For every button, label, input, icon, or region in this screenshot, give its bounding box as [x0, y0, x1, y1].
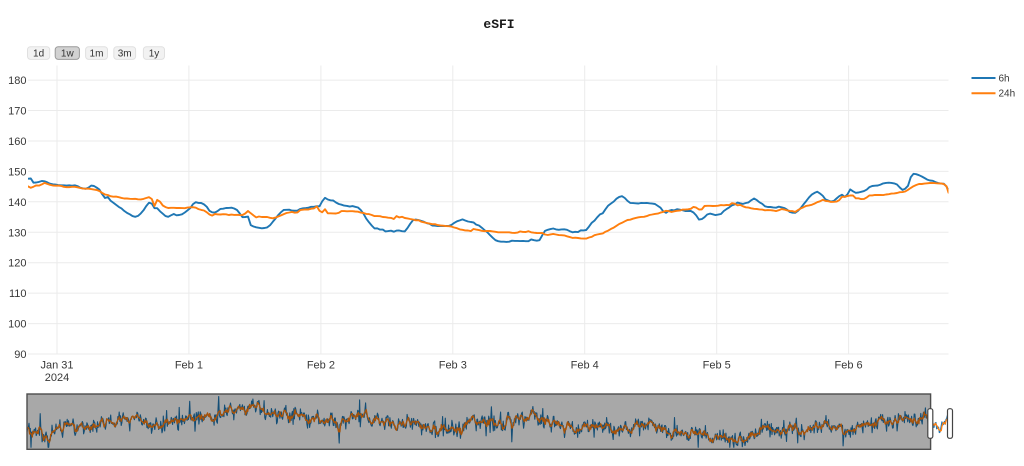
svg-text:Jan 31: Jan 31 — [40, 360, 73, 372]
svg-text:100: 100 — [8, 319, 26, 331]
svg-text:1m: 1m — [90, 49, 104, 60]
svg-text:140: 140 — [8, 197, 26, 209]
svg-text:130: 130 — [8, 227, 26, 239]
svg-text:Feb 2: Feb 2 — [307, 360, 335, 372]
svg-text:eSFI: eSFI — [483, 17, 514, 32]
svg-text:6h: 6h — [999, 74, 1010, 85]
svg-text:Feb 5: Feb 5 — [703, 360, 731, 372]
svg-text:150: 150 — [8, 166, 26, 178]
svg-text:2024: 2024 — [45, 372, 69, 384]
svg-text:160: 160 — [8, 136, 26, 148]
svg-text:170: 170 — [8, 106, 26, 118]
svg-text:1d: 1d — [33, 49, 44, 60]
svg-text:24h: 24h — [999, 89, 1016, 100]
svg-text:1y: 1y — [149, 49, 160, 60]
svg-text:90: 90 — [14, 349, 26, 361]
svg-text:110: 110 — [9, 288, 27, 300]
svg-text:180: 180 — [8, 75, 26, 87]
svg-text:Feb 3: Feb 3 — [439, 360, 467, 372]
svg-text:120: 120 — [8, 258, 26, 270]
svg-text:Feb 1: Feb 1 — [175, 360, 203, 372]
svg-text:1w: 1w — [61, 49, 75, 60]
svg-text:3m: 3m — [118, 49, 132, 60]
svg-text:Feb 6: Feb 6 — [835, 360, 863, 372]
svg-text:Feb 4: Feb 4 — [571, 360, 599, 372]
